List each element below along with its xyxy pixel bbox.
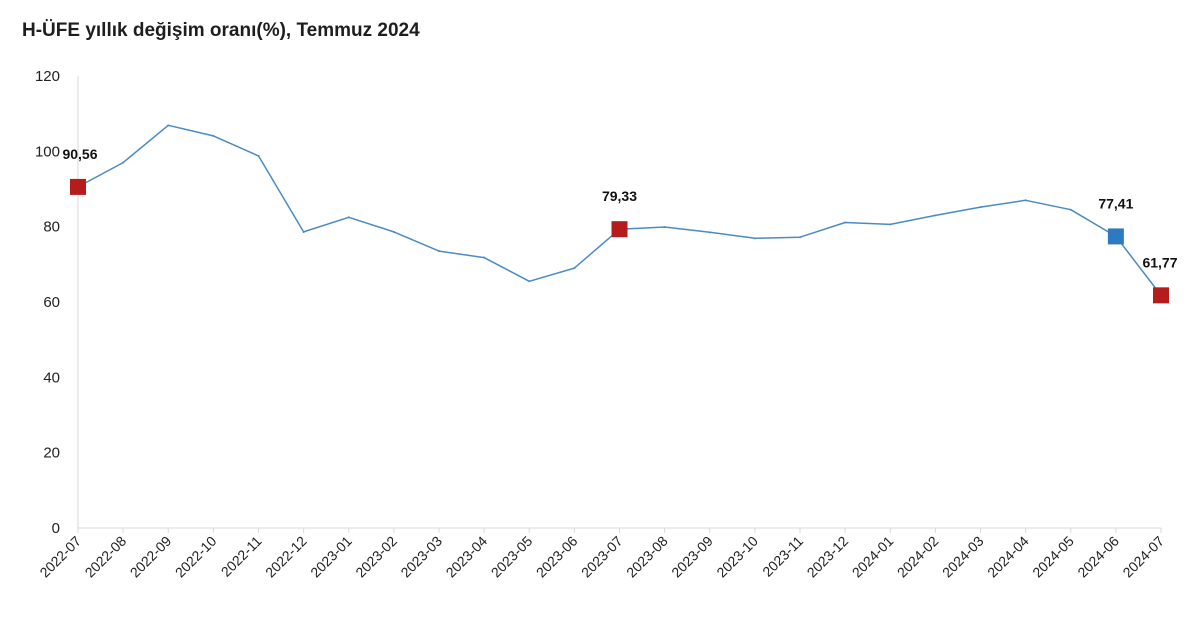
x-tick-label: 2024-01 <box>849 533 897 581</box>
data-label: 77,41 <box>1098 195 1133 211</box>
x-tick-label: 2022-11 <box>218 533 265 580</box>
x-tick-label: 2022-09 <box>127 533 175 581</box>
data-label: 79,33 <box>602 188 637 204</box>
x-tick-label: 2022-08 <box>82 533 130 581</box>
x-tick-label: 2023-06 <box>533 533 581 581</box>
x-tick-label: 2022-07 <box>36 533 84 581</box>
highlight-marker <box>1107 228 1124 245</box>
x-axis: 2022-072022-082022-092022-102022-112022-… <box>36 527 1167 581</box>
y-tick-label: 60 <box>43 294 60 311</box>
data-point <box>122 161 125 164</box>
data-point <box>528 280 531 283</box>
x-tick-label: 2023-03 <box>397 533 445 581</box>
data-point <box>934 214 937 217</box>
data-point <box>167 124 170 127</box>
highlight-marker <box>1153 287 1169 304</box>
data-point <box>889 223 892 226</box>
x-tick-label: 2024-06 <box>1074 533 1122 581</box>
x-tick-label: 2023-02 <box>352 533 400 581</box>
highlight-marker <box>70 178 86 195</box>
data-point <box>257 154 260 157</box>
y-tick-label: 20 <box>43 445 60 462</box>
x-tick-label: 2024-04 <box>984 533 1032 581</box>
x-tick-label: 2023-10 <box>713 533 761 581</box>
y-tick-label: 100 <box>35 143 60 160</box>
x-tick-label: 2023-07 <box>578 533 626 581</box>
highlight-marker <box>611 221 628 238</box>
x-tick-label: 2023-04 <box>443 533 491 581</box>
x-tick-label: 2024-07 <box>1119 533 1167 581</box>
data-point <box>1069 208 1072 211</box>
x-tick-label: 2023-08 <box>623 533 671 581</box>
series-line-group <box>77 124 1162 297</box>
data-point <box>302 230 305 233</box>
data-label: 90,56 <box>62 146 97 162</box>
x-tick-label: 2024-03 <box>939 533 987 581</box>
x-tick-label: 2023-11 <box>759 533 806 580</box>
data-label-group: 90,56 79,33 77,41 61,77 <box>62 146 1177 270</box>
data-point <box>708 231 711 234</box>
marker-group <box>70 178 1169 304</box>
x-tick-label: 2023-12 <box>804 533 852 581</box>
x-tick-label: 2023-09 <box>668 533 716 581</box>
y-tick-label: 0 <box>52 520 60 537</box>
data-point <box>347 216 350 219</box>
series-line <box>77 124 1162 296</box>
y-tick-label: 80 <box>43 219 60 236</box>
data-point <box>844 221 847 224</box>
x-tick-label: 2024-02 <box>894 533 942 581</box>
data-point <box>753 237 756 240</box>
x-tick-label: 2024-05 <box>1029 533 1077 581</box>
data-point <box>483 256 486 259</box>
chart-title: H-ÜFE yıllık değişim oranı(%), Temmuz 20… <box>22 20 420 41</box>
data-label: 61,77 <box>1142 254 1177 270</box>
y-tick-label: 40 <box>43 369 60 386</box>
data-point <box>799 236 801 239</box>
data-point <box>392 230 395 233</box>
data-point <box>438 250 440 253</box>
data-point <box>663 226 666 229</box>
data-point <box>212 134 215 137</box>
data-point <box>1024 199 1027 202</box>
x-tick-label: 2023-05 <box>488 533 536 581</box>
data-point <box>979 206 982 209</box>
x-tick-label: 2022-12 <box>262 533 310 581</box>
x-tick-label: 2022-10 <box>172 533 220 581</box>
y-tick-label: 120 <box>35 68 60 85</box>
x-tick-label: 2023-01 <box>307 533 355 581</box>
y-axis: 0 20 40 60 80 100 120 <box>35 68 79 537</box>
data-point <box>573 267 576 270</box>
